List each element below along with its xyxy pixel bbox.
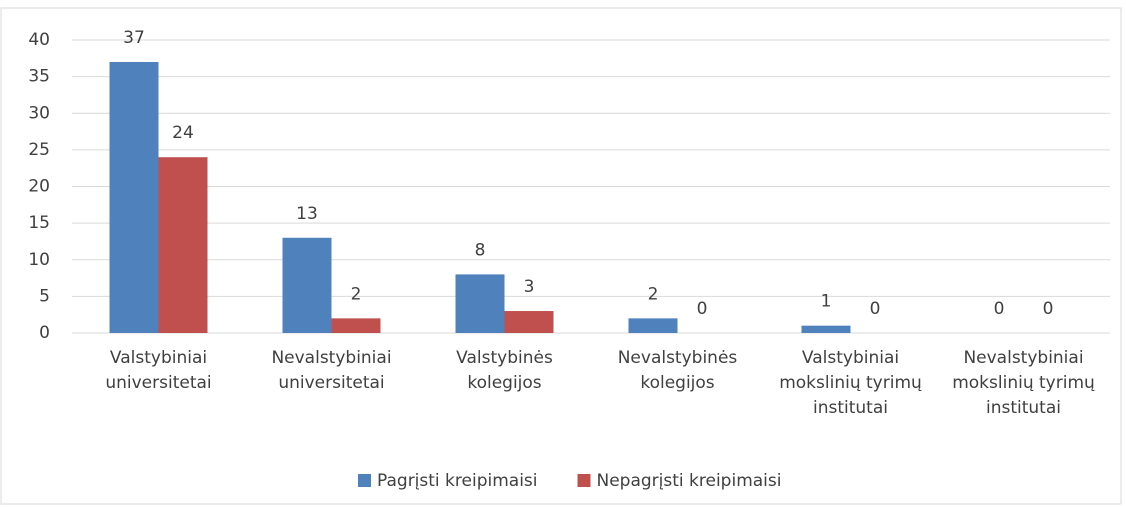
data-label: 24	[172, 123, 194, 143]
data-label: 2	[648, 284, 659, 304]
bar	[282, 237, 332, 333]
bar	[109, 61, 159, 333]
x-tick-label: institutai	[986, 398, 1061, 418]
data-label: 1	[821, 292, 832, 312]
y-tick-label: 15	[28, 213, 50, 233]
y-tick-label: 10	[28, 250, 50, 270]
data-label: 0	[1043, 299, 1054, 319]
x-tick-label: kolegijos	[467, 373, 541, 393]
legend-swatch	[358, 474, 371, 487]
y-tick-label: 40	[28, 30, 50, 50]
legend-label: Nepagrįsti kreipimaisi	[597, 471, 782, 491]
x-tick-label: Valstybiniai	[802, 348, 899, 368]
bar	[801, 325, 851, 333]
bar	[331, 318, 381, 333]
legend-swatch	[577, 474, 591, 487]
legend-label: Pagrįsti kreipimaisi	[377, 471, 538, 491]
data-label: 0	[994, 299, 1005, 319]
y-tick-label: 35	[28, 67, 50, 87]
x-tick-label: Nevalstybinės	[618, 348, 738, 368]
x-tick-label: Valstybiniai	[110, 348, 207, 368]
data-label: 0	[697, 299, 708, 319]
data-label: 3	[524, 277, 535, 297]
x-tick-label: Nevalstybiniai	[963, 348, 1083, 368]
y-tick-label: 5	[39, 286, 50, 306]
data-label: 2	[351, 284, 362, 304]
x-tick-label: institutai	[813, 398, 888, 418]
x-tick-label: mokslinių tyrimų	[779, 373, 922, 393]
x-tick-label: mokslinių tyrimų	[952, 373, 1095, 393]
x-tick-label: Valstybinės	[456, 348, 553, 368]
data-label: 8	[475, 240, 486, 260]
bar	[628, 318, 678, 333]
x-tick-label: Nevalstybiniai	[271, 348, 391, 368]
x-tick-label: universitetai	[278, 373, 384, 393]
data-label: 37	[123, 28, 145, 48]
y-tick-label: 25	[28, 140, 50, 160]
y-tick-label: 20	[28, 177, 50, 197]
data-label: 13	[296, 204, 318, 224]
bar	[504, 311, 554, 333]
bar	[158, 157, 208, 333]
bar	[455, 274, 505, 333]
y-tick-label: 0	[39, 323, 50, 343]
y-tick-label: 30	[28, 103, 50, 123]
x-tick-label: universitetai	[105, 373, 211, 393]
x-tick-label: kolegijos	[640, 373, 714, 393]
data-label: 0	[870, 299, 881, 319]
